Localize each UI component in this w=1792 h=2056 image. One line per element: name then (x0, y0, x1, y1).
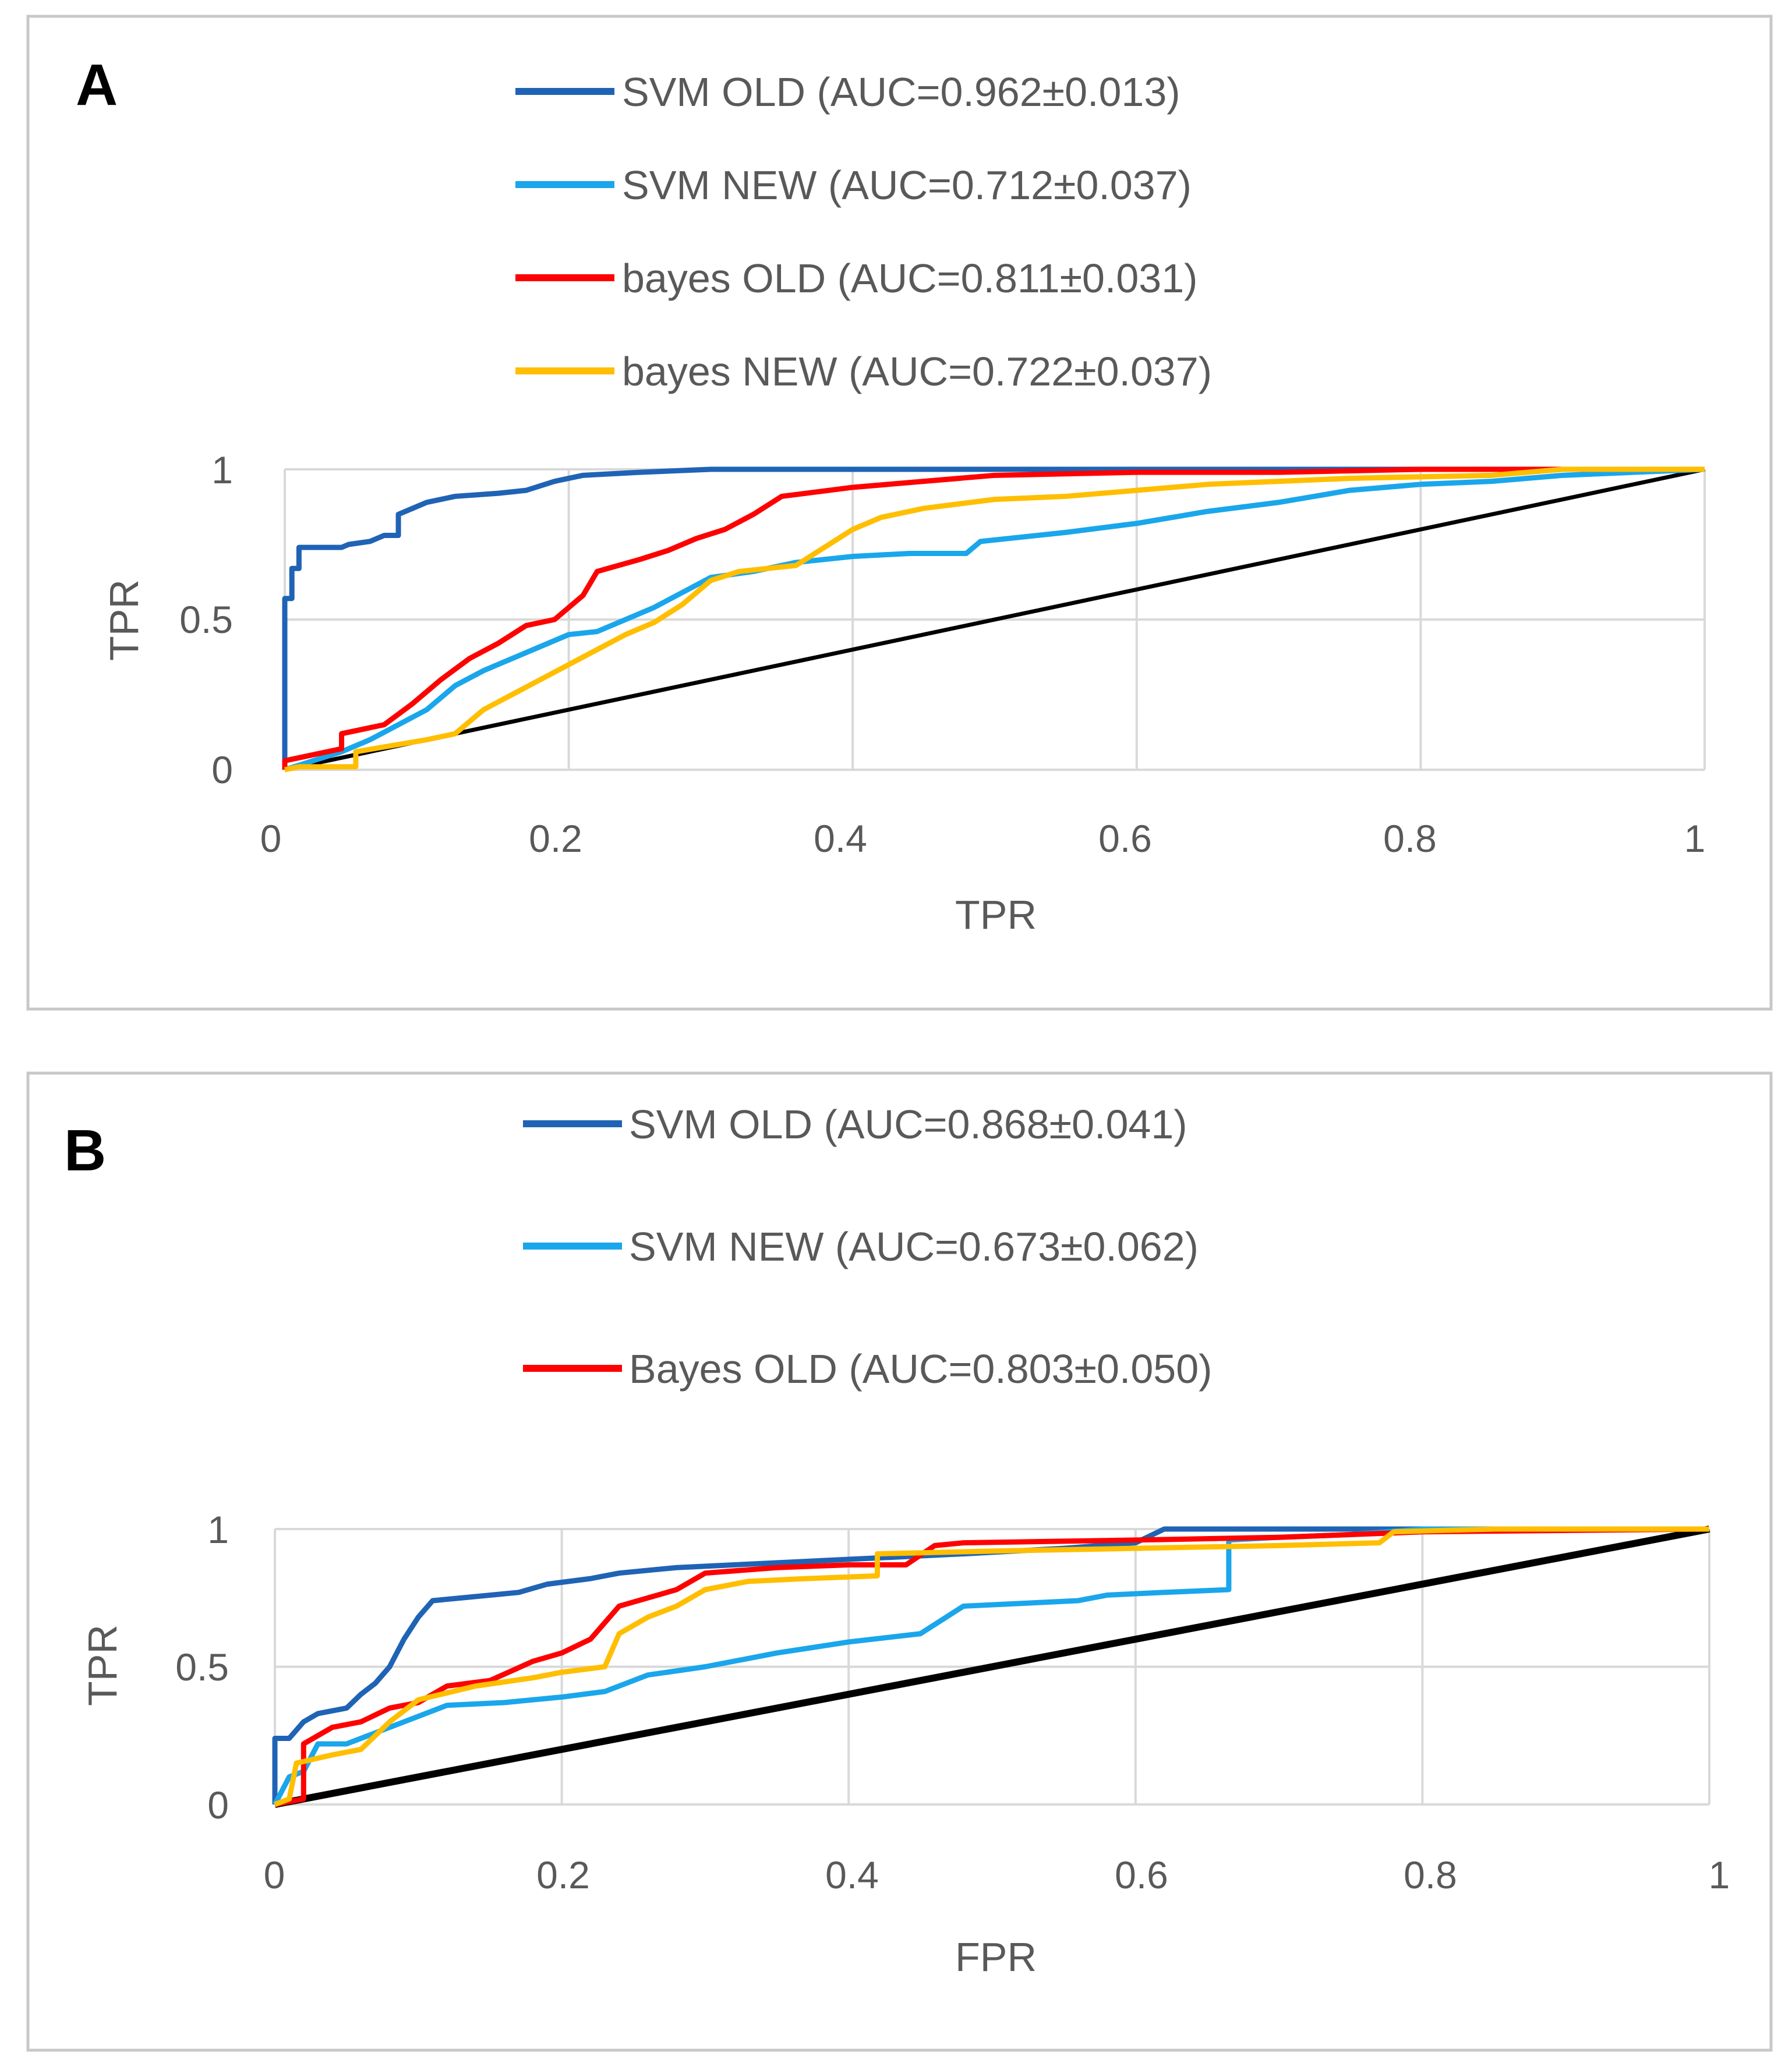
y-tick-label: 0 (207, 1783, 229, 1827)
x-tick-label: 0.4 (814, 817, 867, 860)
roc-curve-a-bayes-new (284, 466, 1705, 773)
x-tick-label: 0.8 (1383, 817, 1437, 860)
x-tick-label: 0.8 (1404, 1853, 1457, 1896)
y-tick-label: 1 (211, 448, 233, 491)
panel-b-legend: SVM OLD (AUC=0.868±0.041) SVM NEW (AUC=0… (523, 1102, 1212, 1392)
x-tick-label: 0.6 (1115, 1853, 1168, 1896)
legend-label-bayes-old: Bayes OLD (AUC=0.803±0.050) (629, 1346, 1212, 1392)
panel-a: A SVM OLD (AUC=0.962±0.013) SVM NEW (AUC… (26, 15, 1773, 1011)
y-tick-label: 1 (207, 1508, 229, 1551)
x-tick-label: 0 (260, 817, 282, 860)
x-tick-label: 0.6 (1098, 817, 1152, 860)
roc-curve-a-diagonal (284, 467, 1705, 772)
y-tick-label: 0 (211, 748, 233, 791)
roc-curve-b-svm-new (273, 1526, 1709, 1806)
x-tick-label: 0 (264, 1853, 285, 1896)
panel-b: B SVM OLD (AUC=0.868±0.041) SVM NEW (AUC… (26, 1071, 1773, 2052)
panel-b-frame (26, 1071, 1773, 2052)
y-tick-label: 0.5 (179, 598, 233, 641)
roc-curve-b-diagonal (274, 1526, 1710, 1808)
panel-a-legend: SVM OLD (AUC=0.962±0.013) SVM NEW (AUC=0… (515, 69, 1212, 394)
x-tick-label: 1 (1709, 1853, 1730, 1896)
x-tick-label: 0.2 (536, 1853, 590, 1896)
legend-label-svm-new: SVM NEW (AUC=0.712±0.037) (622, 162, 1192, 208)
x-tick-label: 0.2 (529, 817, 582, 860)
panel-a-frame (26, 15, 1773, 1011)
y-axis-title: TPR (80, 1625, 125, 1706)
roc-curve-b-bayes-new (274, 1526, 1709, 1807)
panel-a-plot (282, 466, 1706, 773)
legend-label-svm-old: SVM OLD (AUC=0.962±0.013) (622, 69, 1180, 115)
roc-curve-b-bayes-old (274, 1526, 1710, 1807)
legend-label-bayes-old: bayes OLD (AUC=0.811±0.031) (622, 256, 1197, 301)
panel-a-letter: A (76, 52, 118, 118)
x-axis-title: FPR (955, 1934, 1037, 1980)
x-tick-label: 0.4 (825, 1853, 879, 1896)
y-axis-title: TPR (101, 579, 147, 661)
panel-b-plot (272, 1526, 1710, 1808)
legend-label-svm-old: SVM OLD (AUC=0.868±0.041) (629, 1102, 1187, 1147)
x-tick-label: 1 (1684, 817, 1706, 860)
roc-curve-a-svm-old (282, 466, 1705, 770)
x-axis-title: TPR (955, 892, 1037, 937)
y-tick-label: 0.5 (175, 1645, 229, 1689)
panel-b-letter: B (64, 1118, 106, 1183)
roc-curve-a-bayes-old (282, 466, 1705, 770)
legend-label-svm-new: SVM NEW (AUC=0.673±0.062) (629, 1224, 1199, 1269)
legend-label-bayes-new: bayes NEW (AUC=0.722±0.037) (622, 349, 1212, 394)
